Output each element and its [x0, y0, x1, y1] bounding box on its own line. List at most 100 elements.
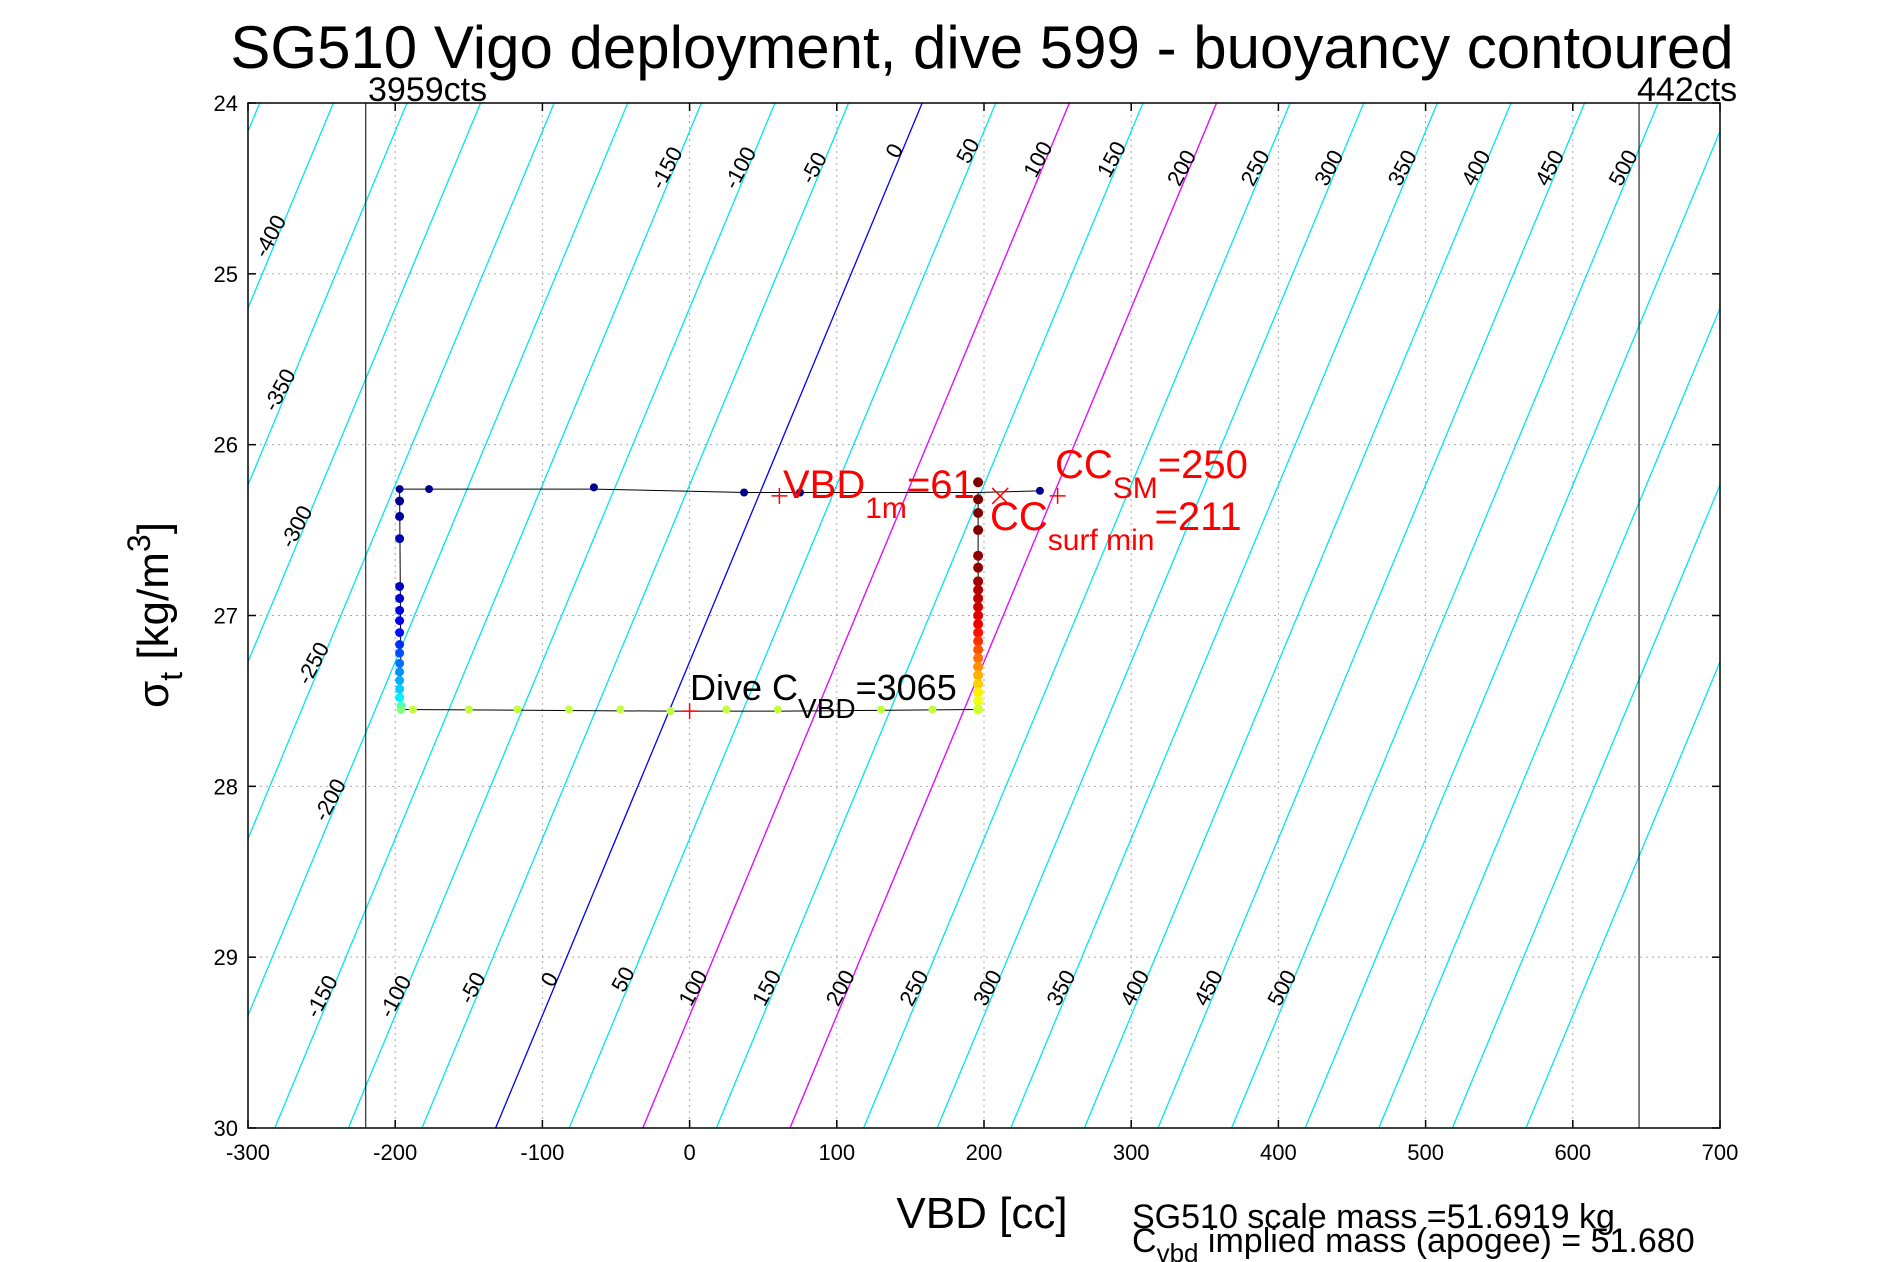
contour-line [274, 103, 702, 1128]
data-point [564, 705, 573, 714]
annotation-markers [681, 487, 1066, 720]
data-point [395, 511, 405, 521]
plus-marker [681, 703, 698, 720]
footer-implied-mass-main: C [1132, 1222, 1157, 1260]
annotation-cc-sm-sub: SM [1113, 472, 1158, 505]
magenta-reference-line [789, 103, 1218, 1128]
annotation-dive-cvbd-sub: VBD [798, 693, 856, 724]
contour-line [248, 103, 482, 664]
annotation-dive-cvbd-main: Dive C [690, 667, 798, 708]
data-point [973, 593, 984, 604]
contour-line [421, 103, 850, 1128]
annotation-cc-surf-min-rest: =211 [1154, 495, 1241, 539]
data-point [973, 508, 984, 518]
y-tick-label: 25 [214, 262, 238, 287]
x-tick-label: 0 [683, 1140, 695, 1165]
annotation-vbd-1m-rest: =61 [907, 463, 975, 507]
contour-line [1525, 660, 1720, 1128]
contour-line [0, 103, 113, 1128]
annotation-cc-surf-min-sub: surf min [1048, 524, 1155, 557]
contour-line [1083, 103, 1512, 1128]
data-point [395, 658, 405, 668]
data-point [973, 678, 984, 689]
data-point [796, 488, 804, 497]
data-point [973, 653, 984, 664]
footer-implied-mass-sub: vbd [1157, 1238, 1199, 1262]
neutral-buoyancy-line [494, 103, 923, 1128]
x-tick-label: -300 [226, 1140, 270, 1165]
data-point [973, 525, 984, 536]
data-point [973, 601, 984, 612]
data-point [973, 661, 984, 672]
contour-line [936, 103, 1365, 1128]
annotation-cc-surf-min: CCsurf min=211 [990, 495, 1242, 557]
data-point [973, 695, 984, 706]
x-tick-label: 700 [1702, 1140, 1739, 1165]
data-point [396, 704, 406, 714]
data-point [589, 483, 598, 492]
chart-title: SG510 Vigo deployment, dive 599 - buoyan… [230, 14, 1733, 81]
footer-scale-mass: SG510 scale mass =51.6919 kg [1132, 1198, 1615, 1236]
vbd-limit-label-right: 442cts [1637, 71, 1737, 109]
data-point [973, 627, 984, 638]
data-point [395, 628, 405, 638]
x-marker [991, 487, 1009, 505]
data-point [395, 485, 404, 494]
footer-implied-mass: Cvbd implied mass (apogee) = 51.680 [1132, 1222, 1695, 1262]
annotation-cc-sm: CCSM=250 [1055, 443, 1248, 505]
data-point [395, 675, 405, 685]
x-axis-label: VBD [cc] [896, 1189, 1067, 1238]
contour-line [1451, 483, 1720, 1128]
annotation-dive-cvbd: Dive CVBD=3065 [690, 667, 957, 724]
y-axis-label-rest: [kg/m [129, 552, 178, 672]
annotation-vbd-1m-sub: 1m [865, 492, 907, 525]
plus-marker [771, 487, 788, 504]
y-tick-label: 26 [214, 433, 238, 458]
data-point [722, 705, 731, 714]
y-tick-label: 29 [214, 945, 238, 970]
contour-line [715, 103, 1144, 1128]
plus-marker [1049, 487, 1066, 504]
x-tick-label: 500 [1407, 1140, 1444, 1165]
contour-line [347, 103, 776, 1128]
contour-line [1157, 103, 1586, 1128]
data-point [395, 616, 405, 626]
footer-implied-mass-rest: implied mass (apogee) = 51.680 [1198, 1222, 1694, 1260]
data-point [876, 705, 885, 714]
annotation-cc-sm-main: CC [1055, 443, 1113, 487]
data-point [666, 707, 675, 716]
data-point [395, 667, 405, 677]
y-axis-label-main: σ [129, 681, 178, 708]
data-point [425, 485, 434, 494]
contour-line [248, 103, 555, 841]
axis-ticks: -300 -200 -100 0 100 200 300 400 500 600 700 24 25 26… [214, 91, 1739, 1165]
x-tick-label: 400 [1260, 1140, 1297, 1165]
y-axis-label-sup: 3 [121, 534, 157, 552]
x-tick-label: 300 [1113, 1140, 1150, 1165]
x-tick-label: 100 [818, 1140, 855, 1165]
x-tick-label: 600 [1554, 1140, 1591, 1165]
data-point [395, 648, 405, 658]
x-tick-label: -200 [373, 1140, 417, 1165]
contour-line [1304, 129, 1720, 1128]
y-axis-label-sub: t [153, 672, 189, 681]
data-point [395, 640, 405, 650]
contour-line [862, 103, 1291, 1128]
data-point [616, 705, 625, 714]
data-point [928, 705, 937, 714]
data-point [773, 705, 782, 714]
data-point [973, 636, 984, 647]
data-point [1035, 486, 1044, 495]
annotation-dive-cvbd-rest: =3065 [856, 667, 957, 708]
annotation-cc-surf-min-main: CC [990, 495, 1048, 539]
data-point [973, 619, 984, 630]
data-point [973, 550, 984, 561]
data-point [395, 684, 405, 694]
data-points [395, 477, 1044, 716]
data-point [973, 610, 984, 621]
contour-line [248, 103, 629, 1018]
data-point [973, 644, 984, 655]
contour-line [0, 103, 39, 1128]
y-axis-label: σt [kg/m3] [121, 522, 189, 708]
